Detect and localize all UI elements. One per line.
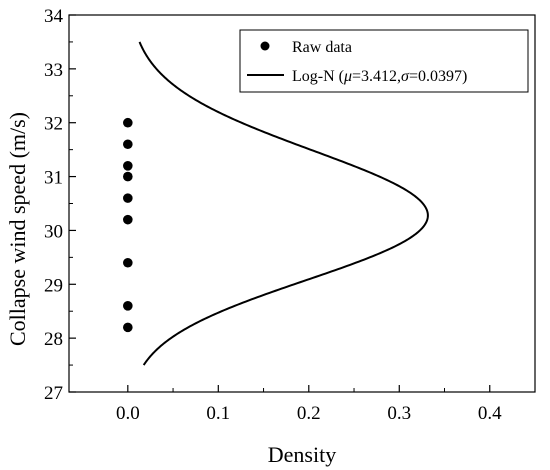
y-tick-label: 33 xyxy=(44,60,63,81)
axes: 0.0 0.1 0.2 0.3 0.4 27 28 29 30 31 32 33 34 xyxy=(44,6,502,424)
raw-data-point xyxy=(123,214,133,225)
y-tick-label: 28 xyxy=(44,329,63,350)
raw-data-point xyxy=(123,171,133,182)
y-tick-label: 27 xyxy=(44,383,63,404)
raw-data-point xyxy=(123,193,133,203)
legend-box xyxy=(239,29,529,93)
x-axis-title: Density xyxy=(268,442,336,467)
legend: Raw data Log-N (μ=3.412,σ=0.0397) xyxy=(239,29,529,93)
y-tick-label: 34 xyxy=(44,6,64,27)
data-marks xyxy=(123,41,429,366)
legend-marker-raw-data xyxy=(260,41,270,51)
legend-label-raw-data: Raw data xyxy=(292,39,352,56)
y-tick-label: 31 xyxy=(44,168,63,189)
x-tick-label: 0.0 xyxy=(116,403,140,424)
y-axis-title: Collapse wind speed (m/s) xyxy=(5,112,30,346)
raw-data-point xyxy=(123,301,133,311)
raw-data-point xyxy=(123,117,133,128)
y-tick-label: 30 xyxy=(44,221,63,242)
y-tick-label: 32 xyxy=(44,114,63,135)
x-tick-label: 0.4 xyxy=(478,403,502,424)
x-tick-label: 0.2 xyxy=(297,403,321,424)
raw-data-point xyxy=(123,322,133,333)
y-tick-label: 29 xyxy=(44,275,63,296)
x-tick-label: 0.3 xyxy=(387,403,411,424)
raw-data-point xyxy=(123,257,133,268)
legend-label-log-n: Log-N (μ=3.412,σ=0.0397) xyxy=(292,68,467,85)
raw-data-point xyxy=(123,139,133,150)
x-tick-label: 0.1 xyxy=(206,403,230,424)
lognormal-curve xyxy=(138,41,429,366)
raw-data-point xyxy=(123,161,133,171)
